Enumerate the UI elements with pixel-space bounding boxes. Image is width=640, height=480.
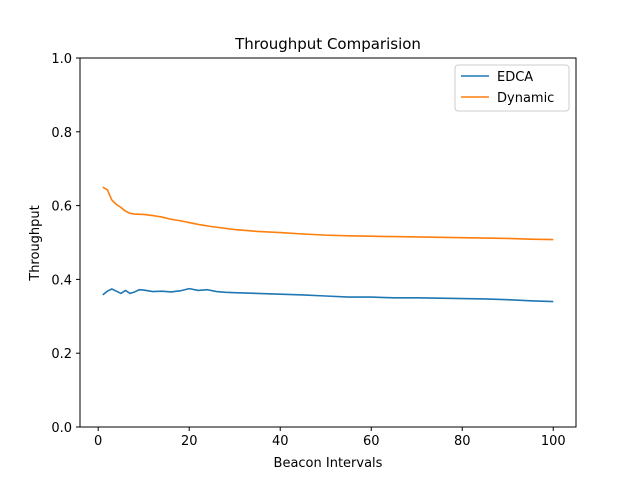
- chart-title: Throughput Comparision: [234, 35, 421, 53]
- y-tick-label: 1.0: [51, 52, 72, 67]
- series-line-edca: [102, 287, 554, 303]
- y-axis-ticks: 0.0 0.2 0.4 0.6 0.8 1.0: [51, 52, 80, 436]
- legend-label-dynamic: Dynamic: [497, 91, 554, 106]
- y-axis-label: Throughput: [28, 205, 43, 282]
- plot-area-frame: [79, 57, 577, 428]
- x-axis-ticks: 0 20 40 60 80 100: [94, 427, 566, 449]
- y-tick-label: 0.6: [51, 200, 72, 215]
- y-tick-label: 0.4: [51, 273, 72, 288]
- x-tick-label: 20: [181, 434, 198, 449]
- legend-label-edca: EDCA: [497, 70, 533, 85]
- series-line-dynamic: [102, 186, 554, 241]
- x-tick-label: 60: [363, 434, 380, 449]
- x-tick-label: 40: [272, 434, 289, 449]
- y-tick-label: 0.2: [51, 347, 72, 362]
- y-tick-label: 0.0: [51, 421, 72, 436]
- y-tick-label: 0.8: [51, 126, 72, 141]
- x-tick-label: 0: [94, 434, 102, 449]
- x-tick-label: 80: [454, 434, 471, 449]
- x-axis-label: Beacon Intervals: [274, 456, 383, 471]
- legend: EDCA Dynamic: [454, 64, 570, 112]
- series-layer: [102, 186, 554, 303]
- x-tick-label: 100: [541, 434, 566, 449]
